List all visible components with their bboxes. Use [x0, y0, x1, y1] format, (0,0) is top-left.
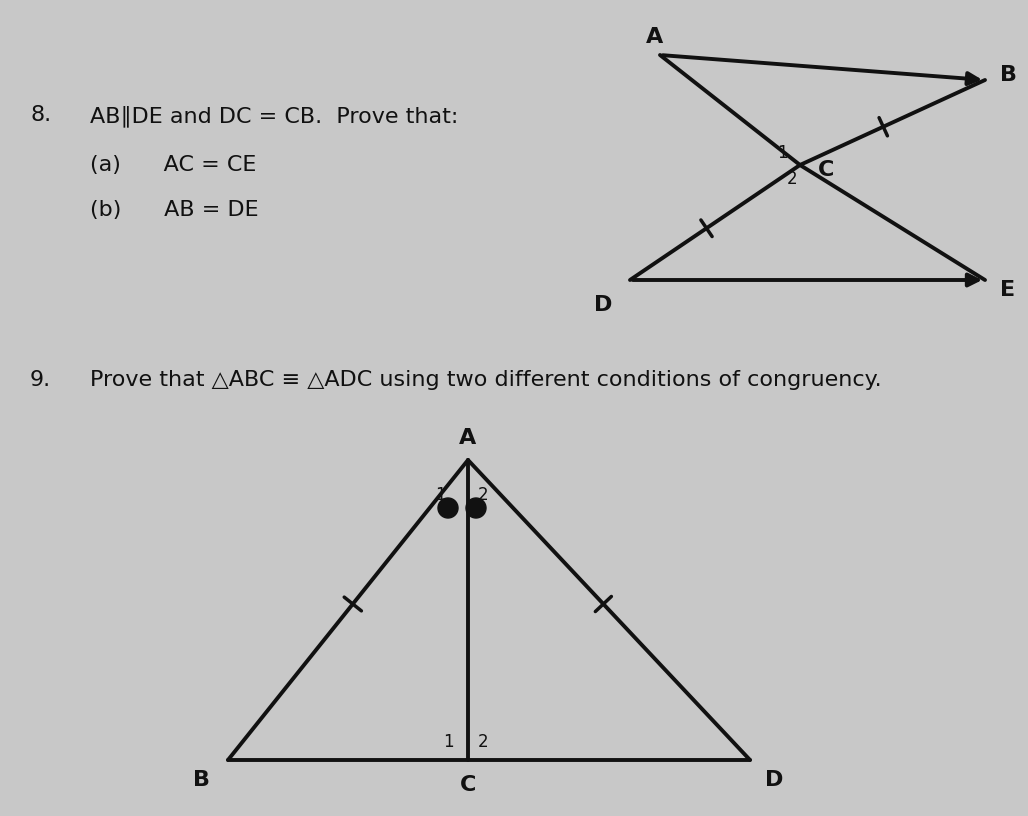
Circle shape [466, 498, 486, 518]
Circle shape [438, 498, 458, 518]
Text: C: C [818, 160, 835, 180]
Text: 8.: 8. [30, 105, 51, 125]
Text: 1: 1 [777, 144, 787, 162]
Text: E: E [1000, 280, 1015, 300]
Text: A: A [460, 428, 477, 448]
Text: 9.: 9. [30, 370, 51, 390]
Text: 2: 2 [478, 733, 488, 751]
Text: 1: 1 [443, 733, 453, 751]
Text: C: C [460, 775, 476, 795]
Text: D: D [765, 770, 783, 790]
Text: AB∥DE and DC = CB.  Prove that:: AB∥DE and DC = CB. Prove that: [90, 105, 458, 126]
Text: 2: 2 [478, 486, 488, 504]
Text: Prove that △ABC ≡ △ADC using two different conditions of congruency.: Prove that △ABC ≡ △ADC using two differe… [90, 370, 882, 390]
Text: 2: 2 [786, 170, 798, 188]
Text: (a)      AC = CE: (a) AC = CE [90, 155, 256, 175]
Text: A: A [647, 27, 664, 47]
Text: D: D [593, 295, 612, 315]
Text: 1: 1 [435, 486, 445, 504]
Text: (b)      AB = DE: (b) AB = DE [90, 200, 259, 220]
Text: B: B [193, 770, 210, 790]
Text: B: B [1000, 65, 1017, 85]
